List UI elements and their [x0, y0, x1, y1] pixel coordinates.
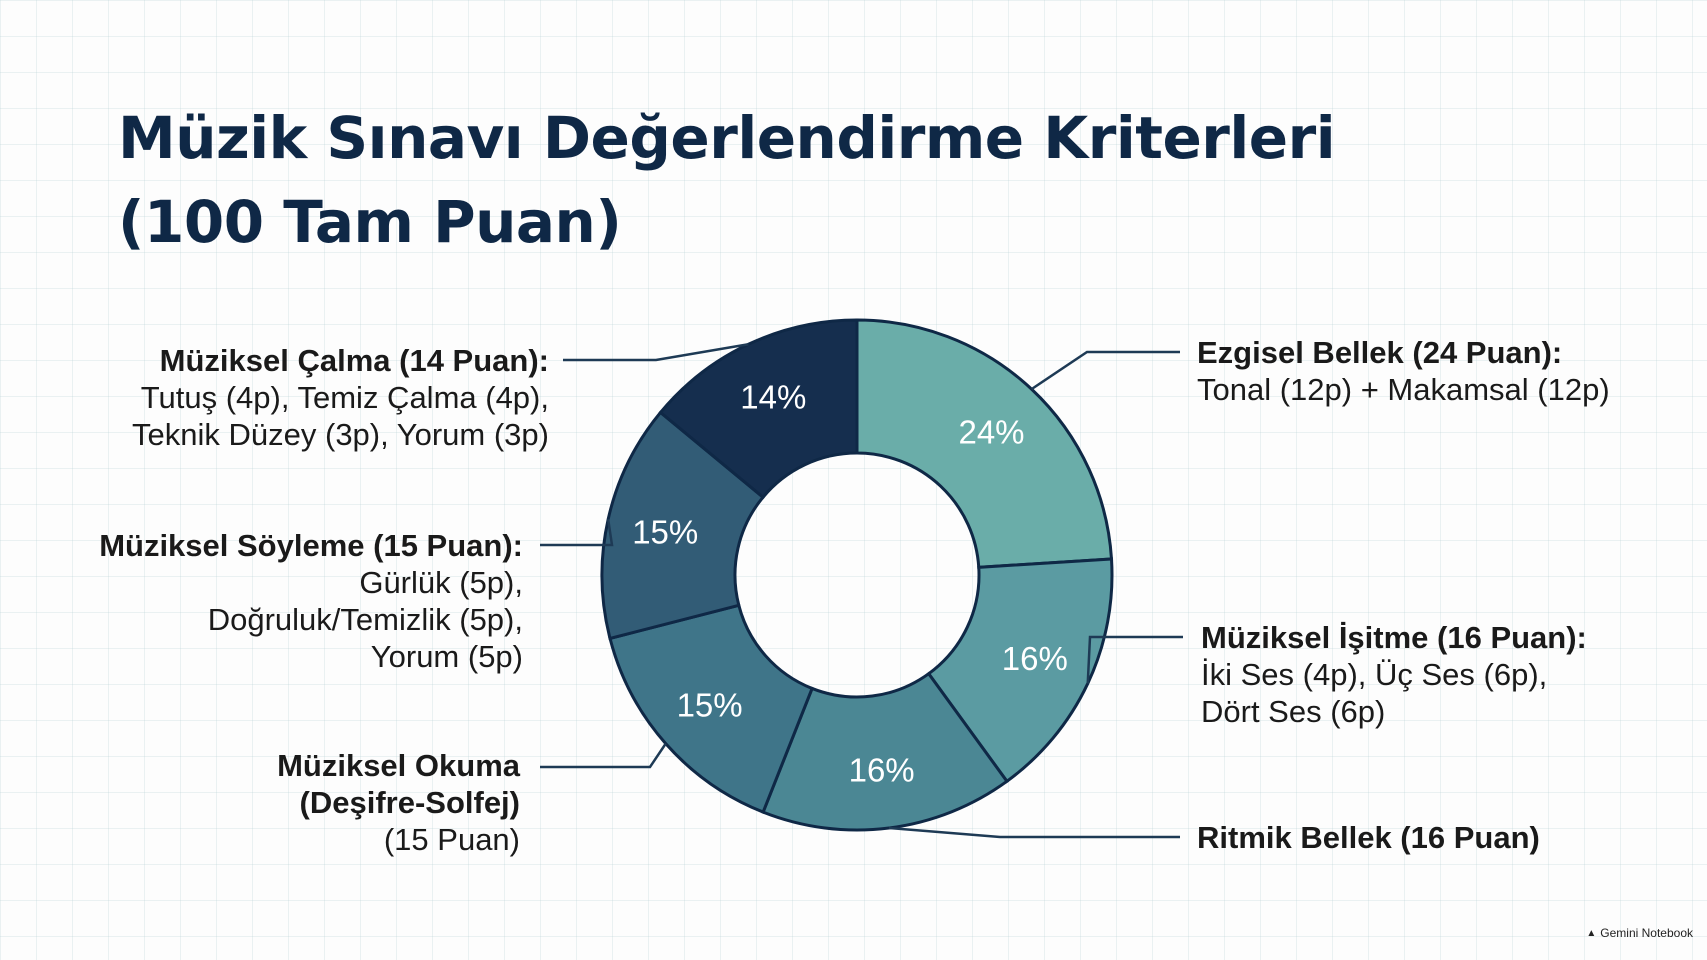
slice-ritmik	[761, 671, 1009, 832]
percent-label-calma: 14%	[740, 379, 806, 416]
legend-detail-soyleme-3: Yorum (5p)	[370, 639, 523, 674]
percent-label-okuma: 15%	[677, 686, 743, 723]
legend-label-ezgisel: Ezgisel Bellek (24 Puan): Tonal (12p) + …	[1197, 334, 1610, 408]
slice-soyleme	[600, 410, 766, 641]
legend-label-calma: Müziksel Çalma (14 Puan): Tutuş (4p), Te…	[132, 342, 549, 453]
legend-detail-soyleme-1: Gürlük (5p),	[359, 565, 523, 600]
percent-label-ritmik: 16%	[849, 751, 915, 788]
legend-heading-okuma: Müziksel Okuma	[277, 748, 520, 783]
title-line-2: (100 Tam Puan)	[118, 188, 622, 256]
slice-calma	[658, 318, 859, 500]
chart-percent-labels: 24% 16% 16% 15% 15% 14%	[632, 379, 1068, 789]
legend-detail-calma-2: Teknik Düzey (3p), Yorum (3p)	[132, 417, 549, 452]
slice-isitme	[926, 557, 1114, 784]
legend-detail-ezgisel-1: Tonal (12p) + Makamsal (12p)	[1197, 372, 1610, 407]
percent-label-soyleme: 15%	[632, 514, 698, 551]
chart-slices	[600, 318, 1114, 832]
brand-watermark: ▲ Gemini Notebook	[1586, 926, 1693, 940]
legend-heading-ritmik: Ritmik Bellek (16 Puan)	[1197, 820, 1540, 855]
leader-line-ezgisel	[1030, 350, 1180, 391]
slice-ezgisel	[855, 318, 1114, 569]
leader-line-calma	[563, 343, 749, 362]
legend-label-okuma: Müziksel Okuma (Deşifre-Solfej) (15 Puan…	[277, 747, 520, 858]
legend-detail-okuma-1: (15 Puan)	[383, 822, 520, 857]
leader-line-ritmik	[888, 826, 1180, 839]
leader-line-soyleme	[540, 519, 614, 547]
percent-label-isitme: 16%	[1002, 640, 1068, 677]
leader-line-okuma	[540, 742, 667, 769]
legend-label-isitme: Müziksel İşitme (16 Puan): İki Ses (4p),…	[1201, 619, 1587, 730]
legend-detail-soyleme-2: Doğruluk/Temizlik (5p),	[207, 602, 523, 637]
brand-text: Gemini Notebook	[1600, 926, 1693, 940]
legend-detail-isitme-1: İki Ses (4p), Üç Ses (6p),	[1201, 657, 1548, 692]
slice-okuma	[608, 603, 815, 815]
legend-heading-ezgisel: Ezgisel Bellek (24 Puan):	[1197, 335, 1563, 370]
gemini-logo-icon: ▲	[1586, 927, 1597, 939]
legend-detail-isitme-2: Dört Ses (6p)	[1201, 694, 1386, 729]
chart-leader-lines	[540, 343, 1183, 839]
legend-label-ritmik: Ritmik Bellek (16 Puan)	[1197, 819, 1540, 856]
page-title: Müzik Sınavı Değerlendirme Kriterleri (1…	[118, 96, 1518, 264]
leader-line-isitme	[1086, 635, 1183, 684]
legend-heading-isitme: Müziksel İşitme (16 Puan):	[1201, 620, 1587, 655]
legend-heading-calma: Müziksel Çalma (14 Puan):	[159, 343, 549, 378]
legend-label-soyleme: Müziksel Söyleme (15 Puan): Gürlük (5p),…	[99, 527, 523, 675]
legend-detail-calma-1: Tutuş (4p), Temiz Çalma (4p),	[140, 380, 549, 415]
legend-heading-okuma-2: (Deşifre-Solfej)	[299, 785, 520, 820]
title-line-1: Müzik Sınavı Değerlendirme Kriterleri	[118, 104, 1336, 172]
legend-heading-soyleme: Müziksel Söyleme (15 Puan):	[99, 528, 523, 563]
percent-label-ezgisel: 24%	[958, 413, 1024, 450]
